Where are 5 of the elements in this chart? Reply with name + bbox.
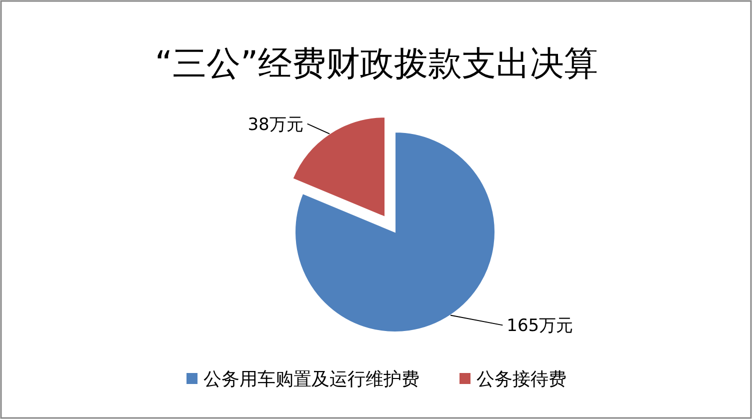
legend-label: 公务用车购置及运行维护费 <box>204 369 420 390</box>
data-label: 38万元 <box>248 114 304 135</box>
legend-label: 公务接待费 <box>476 369 566 390</box>
data-label: 165万元 <box>506 316 574 336</box>
chart-title: “三公”经费财政拨款支出决算 <box>154 44 598 84</box>
